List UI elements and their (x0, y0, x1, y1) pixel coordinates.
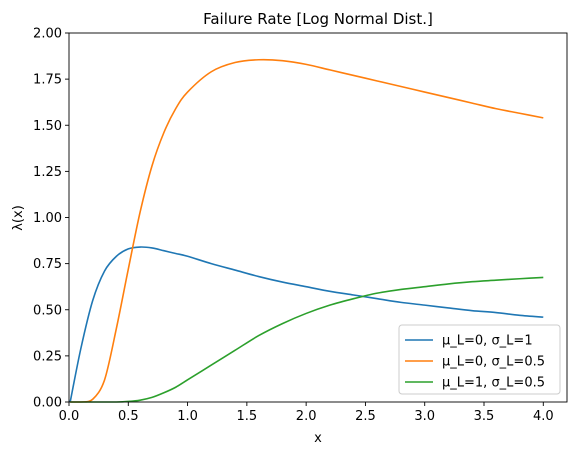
legend-label-1: μ_L=0, σ_L=1 (442, 334, 533, 349)
legend: μ_L=0, σ_L=1 μ_L=0, σ_L=0.5 μ_L=1, σ_L=0.5 (398, 324, 561, 395)
x-tick-label: 2.0 (296, 409, 317, 424)
x-tick-label: 0.0 (59, 409, 80, 424)
x-axis-label: x (314, 431, 322, 446)
legend-label-2: μ_L=0, σ_L=0.5 (442, 355, 545, 370)
legend-box (398, 324, 561, 395)
chart-title: Failure Rate [Log Normal Dist.] (203, 10, 433, 28)
x-tick-label: 3.5 (474, 409, 495, 424)
x-tick-label: 3.0 (414, 409, 435, 424)
x-tick-label: 1.5 (237, 409, 258, 424)
y-tick-label: 1.75 (33, 73, 62, 88)
y-tick-label: 1.25 (33, 165, 62, 180)
y-tick-label: 0.75 (33, 257, 62, 272)
y-axis: 0.00 0.25 0.50 0.75 1.00 1.25 1.50 1.75 2.00 (33, 27, 69, 411)
x-axis: 0.0 0.5 1.0 1.5 2.0 2.5 3.0 3.5 4.0 (59, 402, 554, 424)
series-line-1 (69, 246, 544, 403)
legend-label-3: μ_L=1, σ_L=0.5 (442, 376, 545, 391)
x-tick-label: 2.5 (355, 409, 376, 424)
y-tick-label: 1.50 (33, 119, 62, 134)
y-tick-label: 0.00 (33, 396, 62, 411)
y-tick-label: 1.00 (33, 211, 62, 226)
x-tick-label: 4.0 (533, 409, 554, 424)
y-tick-label: 2.00 (33, 27, 62, 42)
y-tick-label: 0.50 (33, 303, 62, 318)
x-tick-label: 0.5 (118, 409, 139, 424)
x-tick-label: 1.0 (177, 409, 198, 424)
series-line-2 (70, 58, 544, 403)
y-tick-label: 0.25 (33, 349, 62, 364)
y-axis-label: λ(x) (11, 205, 26, 231)
